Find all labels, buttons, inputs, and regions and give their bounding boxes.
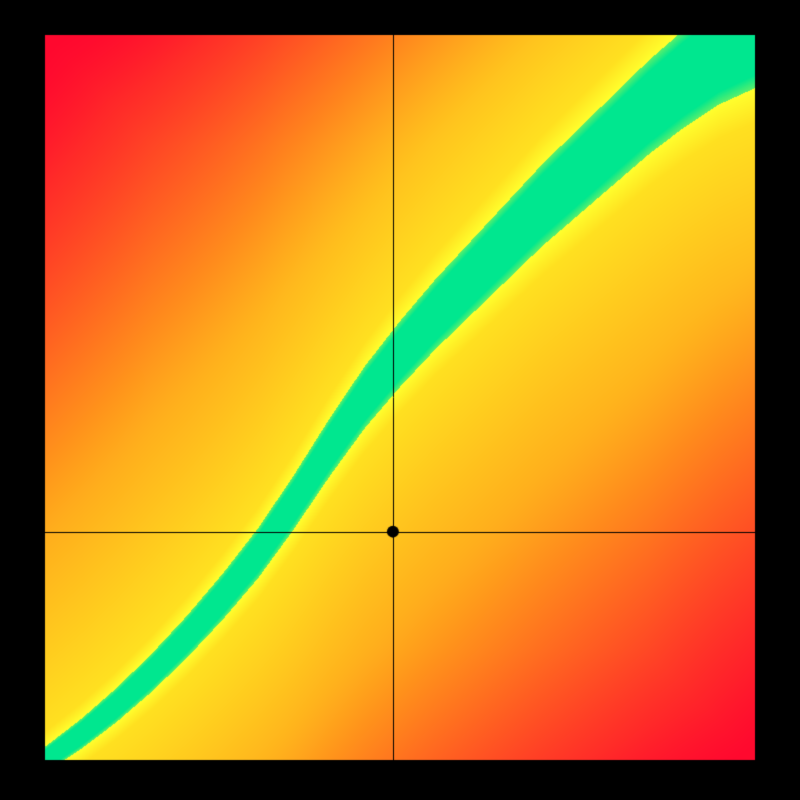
bottleneck-heatmap <box>0 0 800 800</box>
chart-container: TheBottleneck.com <box>0 0 800 800</box>
